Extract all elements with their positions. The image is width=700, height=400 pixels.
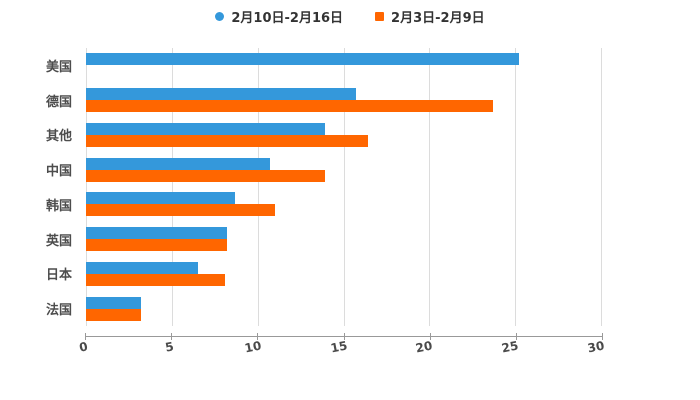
bar-series0-0[interactable] — [86, 53, 519, 66]
x-axis-line — [85, 333, 603, 340]
x-tick-mark-0 — [85, 333, 86, 340]
gridline-15 — [343, 48, 345, 326]
x-tick-label-5: 5 — [163, 339, 175, 355]
bar-series1-2[interactable] — [86, 134, 368, 147]
bar-group-1 — [86, 83, 601, 118]
bar-series1-1[interactable] — [86, 100, 493, 113]
bar-series0-6[interactable] — [86, 261, 198, 274]
bar-group-6 — [86, 257, 601, 292]
bar-series0-1[interactable] — [86, 88, 356, 101]
x-tick-mark-5 — [171, 333, 173, 340]
bar-group-0 — [86, 48, 601, 83]
x-tick-label-25: 25 — [500, 338, 520, 356]
bar-group-2 — [86, 118, 601, 153]
x-tick-mark-30 — [602, 333, 603, 340]
x-tick-label-20: 20 — [414, 338, 434, 356]
square-marker-icon — [375, 11, 385, 21]
legend: 2月10日-2月16日 2月3日-2月9日 — [0, 4, 700, 28]
bar-group-3 — [86, 152, 601, 187]
gridline-20 — [429, 48, 431, 326]
x-axis-tick-labels: 0 5 10 15 20 25 30 — [78, 338, 605, 360]
legend-label-feb3-9: 2月3日-2月9日 — [391, 10, 485, 26]
bar-series0-4[interactable] — [86, 192, 236, 205]
plot-area — [86, 48, 602, 326]
gridline-25 — [515, 48, 517, 326]
x-tick-label-30: 30 — [586, 338, 606, 356]
bar-group-5 — [86, 222, 601, 257]
bar-series1-7[interactable] — [86, 308, 141, 321]
bar-series0-7[interactable] — [86, 296, 141, 309]
gridline-10 — [257, 48, 259, 326]
x-tick-label-0: 0 — [78, 339, 89, 355]
x-tick-label-10: 10 — [243, 338, 263, 356]
y-label-5: 英国 — [45, 233, 72, 249]
y-label-2: 其他 — [45, 129, 72, 145]
bar-series0-5[interactable] — [86, 227, 227, 240]
bar-series0-2[interactable] — [86, 122, 325, 135]
bar-group-4 — [86, 187, 601, 222]
bar-series1-6[interactable] — [86, 273, 226, 286]
bar-series1-4[interactable] — [86, 204, 275, 217]
y-label-0: 美国 — [45, 59, 72, 75]
y-axis-labels: 美国德国其他中国韩国英国日本法国 — [0, 48, 79, 326]
bar-group-7 — [86, 291, 601, 326]
y-label-3: 中国 — [45, 164, 72, 180]
gridline-5 — [171, 48, 173, 326]
x-tick-mark-25 — [515, 333, 517, 340]
x-tick-mark-20 — [429, 333, 431, 340]
x-tick-mark-10 — [257, 333, 259, 340]
y-label-6: 日本 — [45, 268, 72, 284]
legend-item-feb3-9[interactable]: 2月3日-2月9日 — [375, 7, 485, 26]
gridline-0 — [86, 48, 87, 326]
bar-series1-5[interactable] — [86, 239, 227, 252]
gridline-30 — [601, 48, 602, 326]
legend-item-feb10-16[interactable]: 2月10日-2月16日 — [215, 7, 343, 26]
y-label-1: 德国 — [45, 94, 72, 110]
circle-marker-icon — [215, 11, 225, 21]
bar-series1-3[interactable] — [86, 169, 325, 182]
bar-rows — [86, 48, 601, 326]
x-tick-label-15: 15 — [328, 338, 349, 356]
legend-label-feb10-16: 2月10日-2月16日 — [231, 10, 344, 26]
y-label-7: 法国 — [45, 303, 72, 319]
y-label-4: 韩国 — [45, 198, 72, 214]
bar-series0-3[interactable] — [86, 157, 270, 170]
x-tick-mark-15 — [343, 333, 345, 340]
